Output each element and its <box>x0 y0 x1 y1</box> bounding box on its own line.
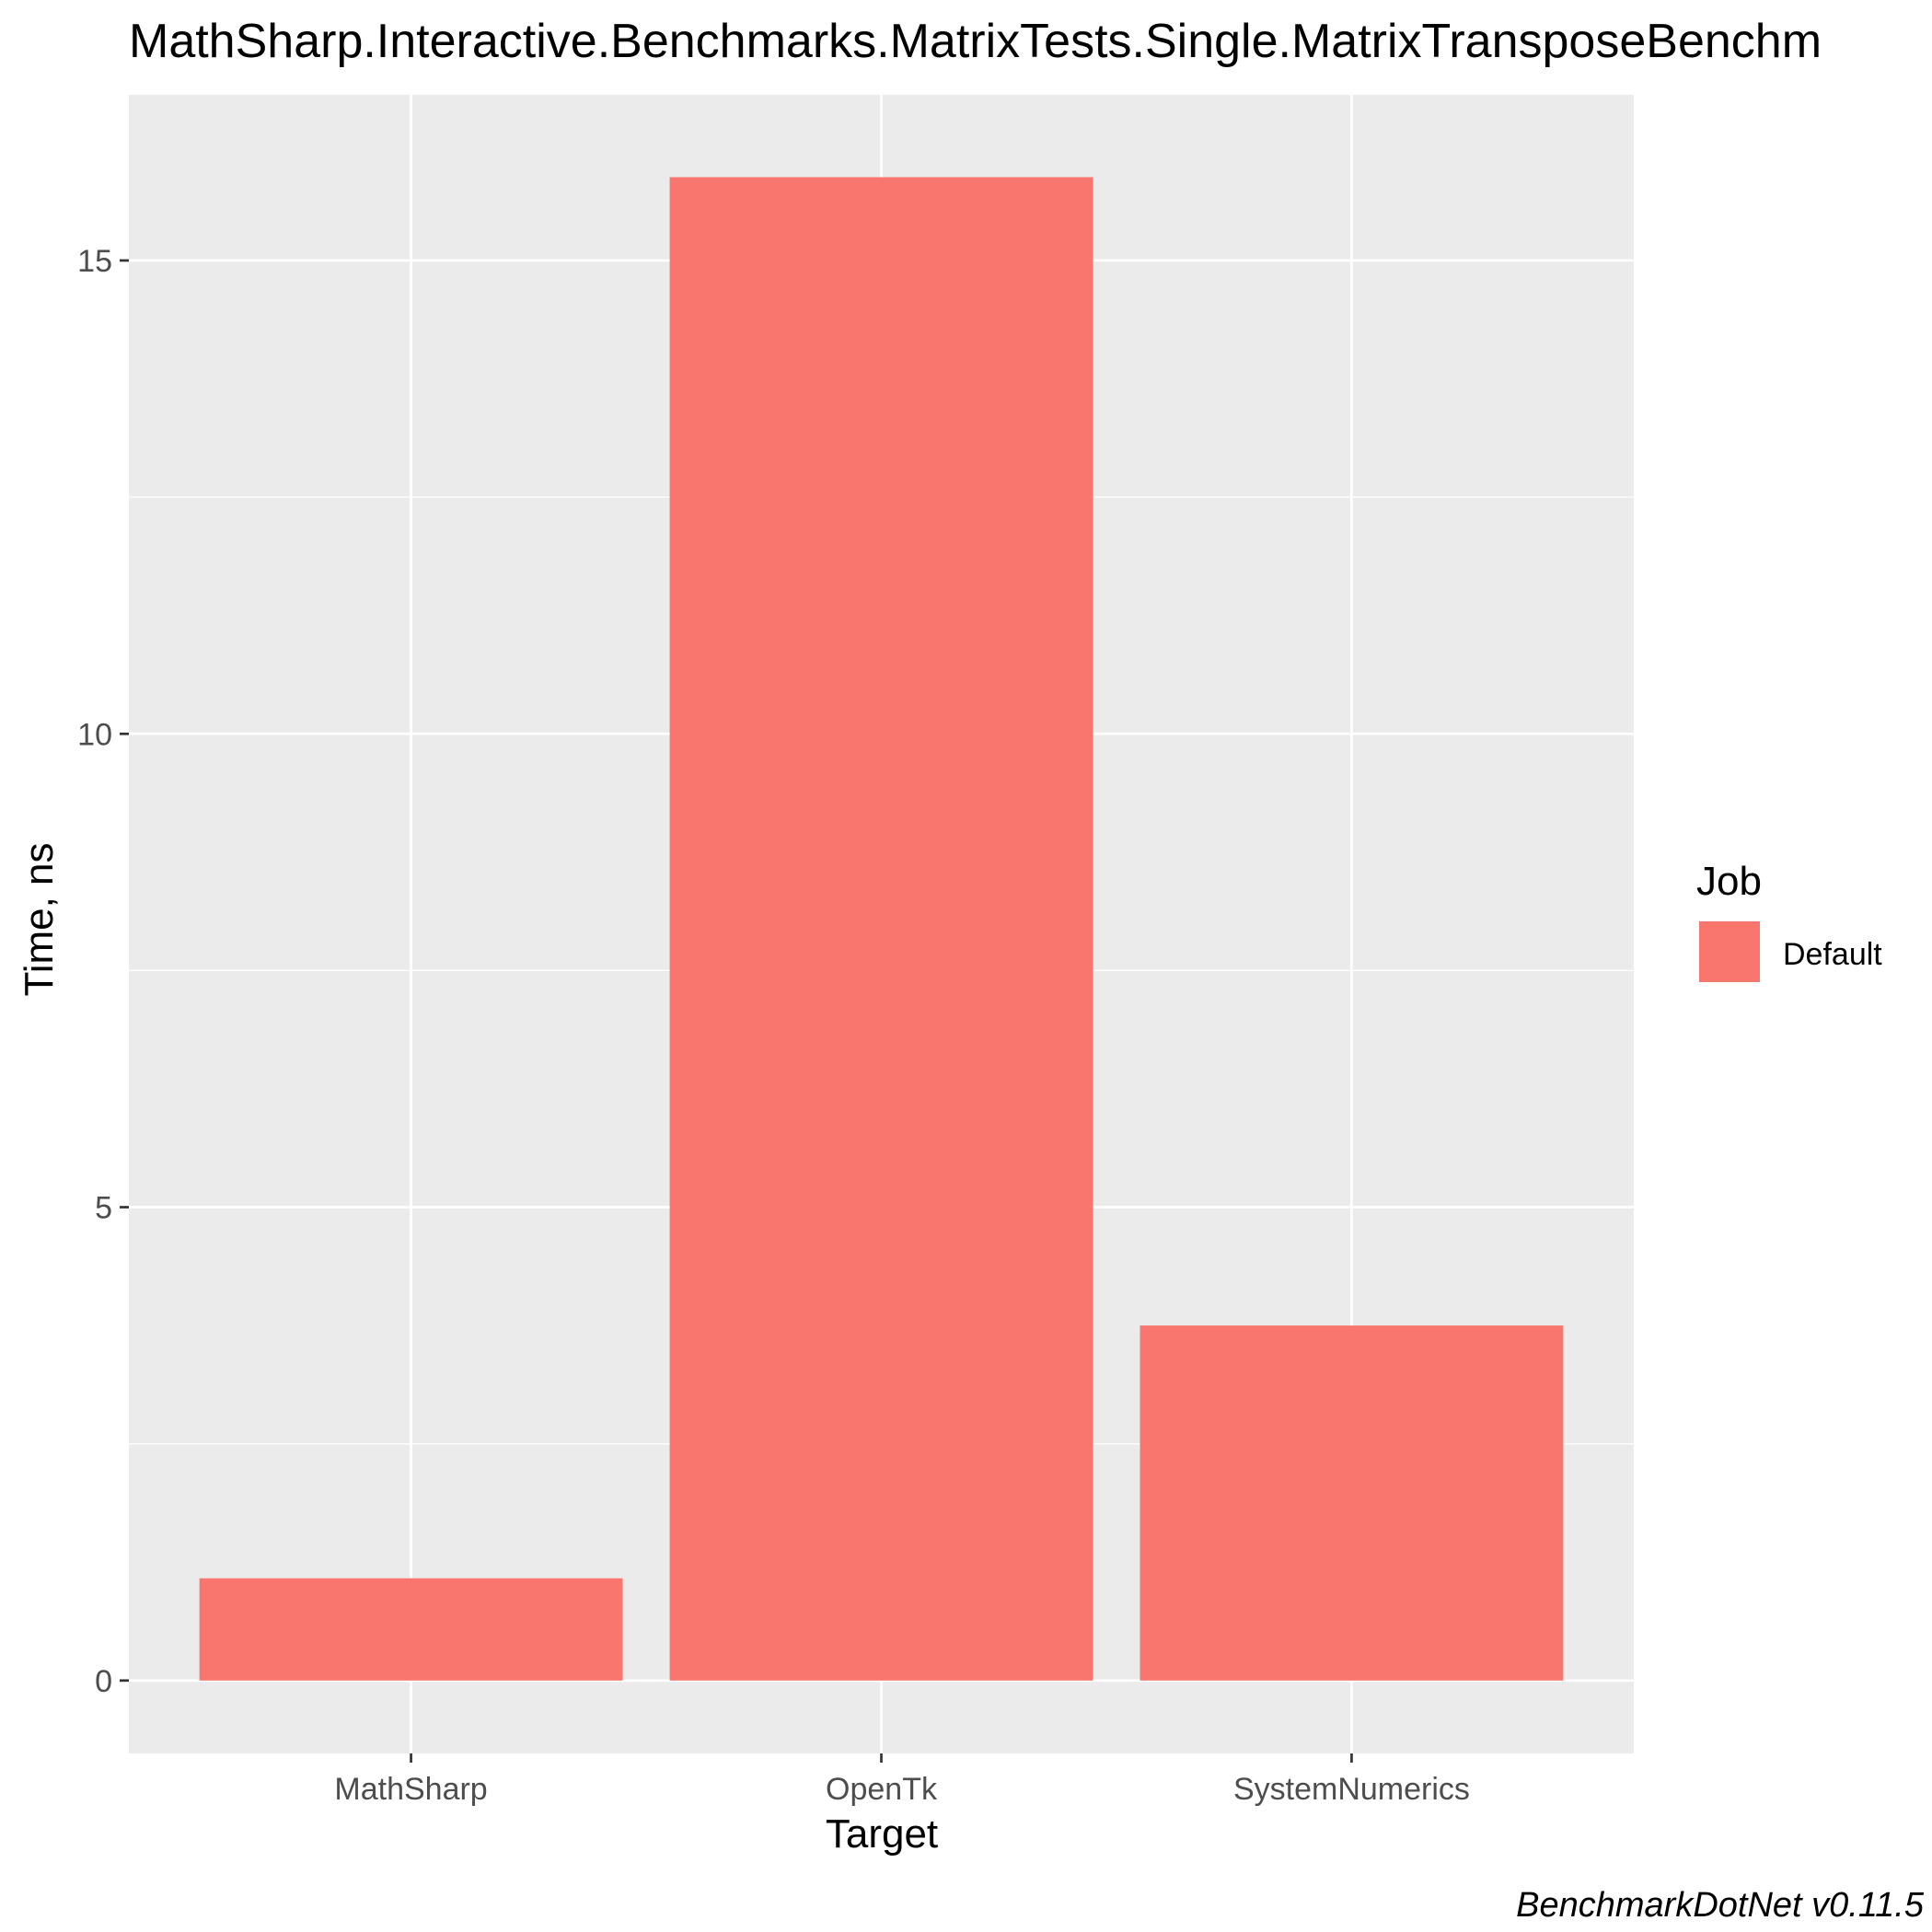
y-tick-label: 5 <box>95 1191 112 1226</box>
x-tick-label: MathSharp <box>334 1772 487 1807</box>
bar-opentk <box>669 177 1093 1681</box>
x-tick-label: SystemNumerics <box>1233 1772 1470 1807</box>
legend-title: Job <box>1696 859 1762 904</box>
chart-title: MathSharp.Interactive.Benchmarks.MatrixT… <box>129 15 1822 68</box>
y-axis: 0 5 10 15 <box>77 244 129 1699</box>
legend-label-default: Default <box>1783 937 1882 972</box>
bars <box>199 177 1564 1681</box>
y-axis-title: Time, ns <box>17 842 62 996</box>
y-tick-label: 10 <box>77 717 112 752</box>
x-axis: MathSharp OpenTk SystemNumerics <box>334 1753 1470 1807</box>
bar-mathsharp <box>199 1578 623 1681</box>
legend: Job Default <box>1696 859 1882 982</box>
y-tick-label: 0 <box>95 1664 112 1699</box>
bar-systemnumerics <box>1140 1325 1564 1681</box>
legend-key-default <box>1699 921 1760 982</box>
x-axis-title: Target <box>826 1811 938 1857</box>
y-tick-label: 15 <box>77 244 112 279</box>
caption: BenchmarkDotNet v0.11.5 <box>1516 1886 1925 1925</box>
x-tick-label: OpenTk <box>826 1772 938 1807</box>
